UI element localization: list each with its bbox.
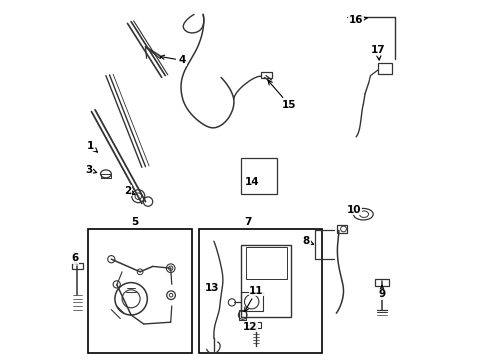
- Text: 6: 6: [71, 253, 78, 264]
- Text: 4: 4: [160, 55, 186, 66]
- Bar: [241, 158, 276, 194]
- Text: 9: 9: [378, 285, 385, 300]
- Text: 5: 5: [131, 217, 138, 227]
- Bar: [239, 310, 246, 320]
- Text: 7: 7: [244, 217, 251, 227]
- Bar: [260, 72, 272, 78]
- Bar: [88, 229, 192, 353]
- Text: 1: 1: [86, 141, 97, 152]
- Bar: [241, 245, 291, 317]
- Text: 14: 14: [244, 177, 259, 187]
- Circle shape: [107, 256, 115, 263]
- Text: 3: 3: [85, 165, 97, 175]
- Bar: [374, 279, 388, 286]
- Text: 13: 13: [204, 283, 219, 293]
- Bar: [246, 247, 286, 279]
- Bar: [241, 292, 262, 311]
- Text: 8: 8: [302, 236, 313, 246]
- Text: 10: 10: [346, 205, 361, 215]
- Bar: [199, 229, 321, 353]
- Bar: [250, 322, 261, 328]
- Text: 15: 15: [267, 80, 296, 110]
- Text: 2: 2: [123, 186, 135, 196]
- Text: 17: 17: [370, 45, 385, 60]
- Text: 12: 12: [242, 321, 257, 332]
- Bar: [72, 263, 83, 269]
- Text: 16: 16: [348, 15, 366, 25]
- Bar: [377, 63, 391, 74]
- Bar: [337, 225, 347, 233]
- Text: 11: 11: [244, 286, 263, 311]
